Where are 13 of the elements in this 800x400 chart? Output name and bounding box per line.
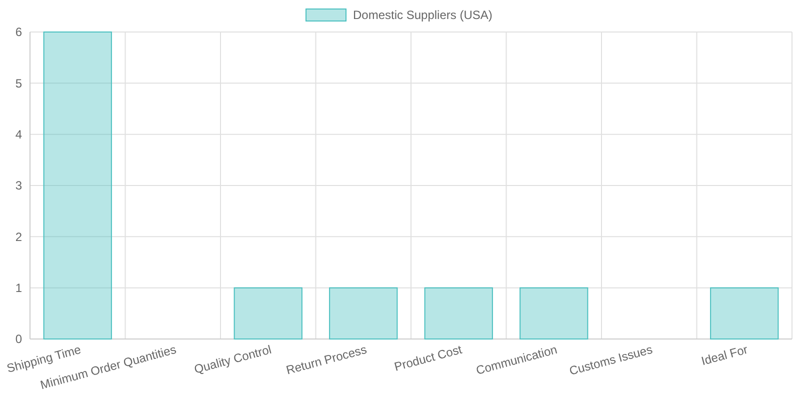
y-tick-label: 0 — [15, 332, 22, 346]
x-tick-label: Ideal For — [700, 342, 750, 368]
x-tick-label: Quality Control — [192, 342, 273, 376]
x-tick-label: Product Cost — [392, 342, 464, 374]
y-tick-label: 5 — [15, 76, 22, 90]
y-tick-label: 6 — [15, 25, 22, 40]
x-tick-label: Customs Issues — [568, 342, 654, 378]
y-tick-label: 2 — [15, 230, 22, 244]
y-tick-label: 1 — [15, 281, 22, 296]
y-tick-label: 3 — [15, 178, 22, 193]
y-tick-label: 4 — [15, 128, 22, 142]
x-tick-label: Return Process — [284, 342, 368, 378]
legend-label: Domestic Suppliers (USA) — [353, 8, 492, 22]
